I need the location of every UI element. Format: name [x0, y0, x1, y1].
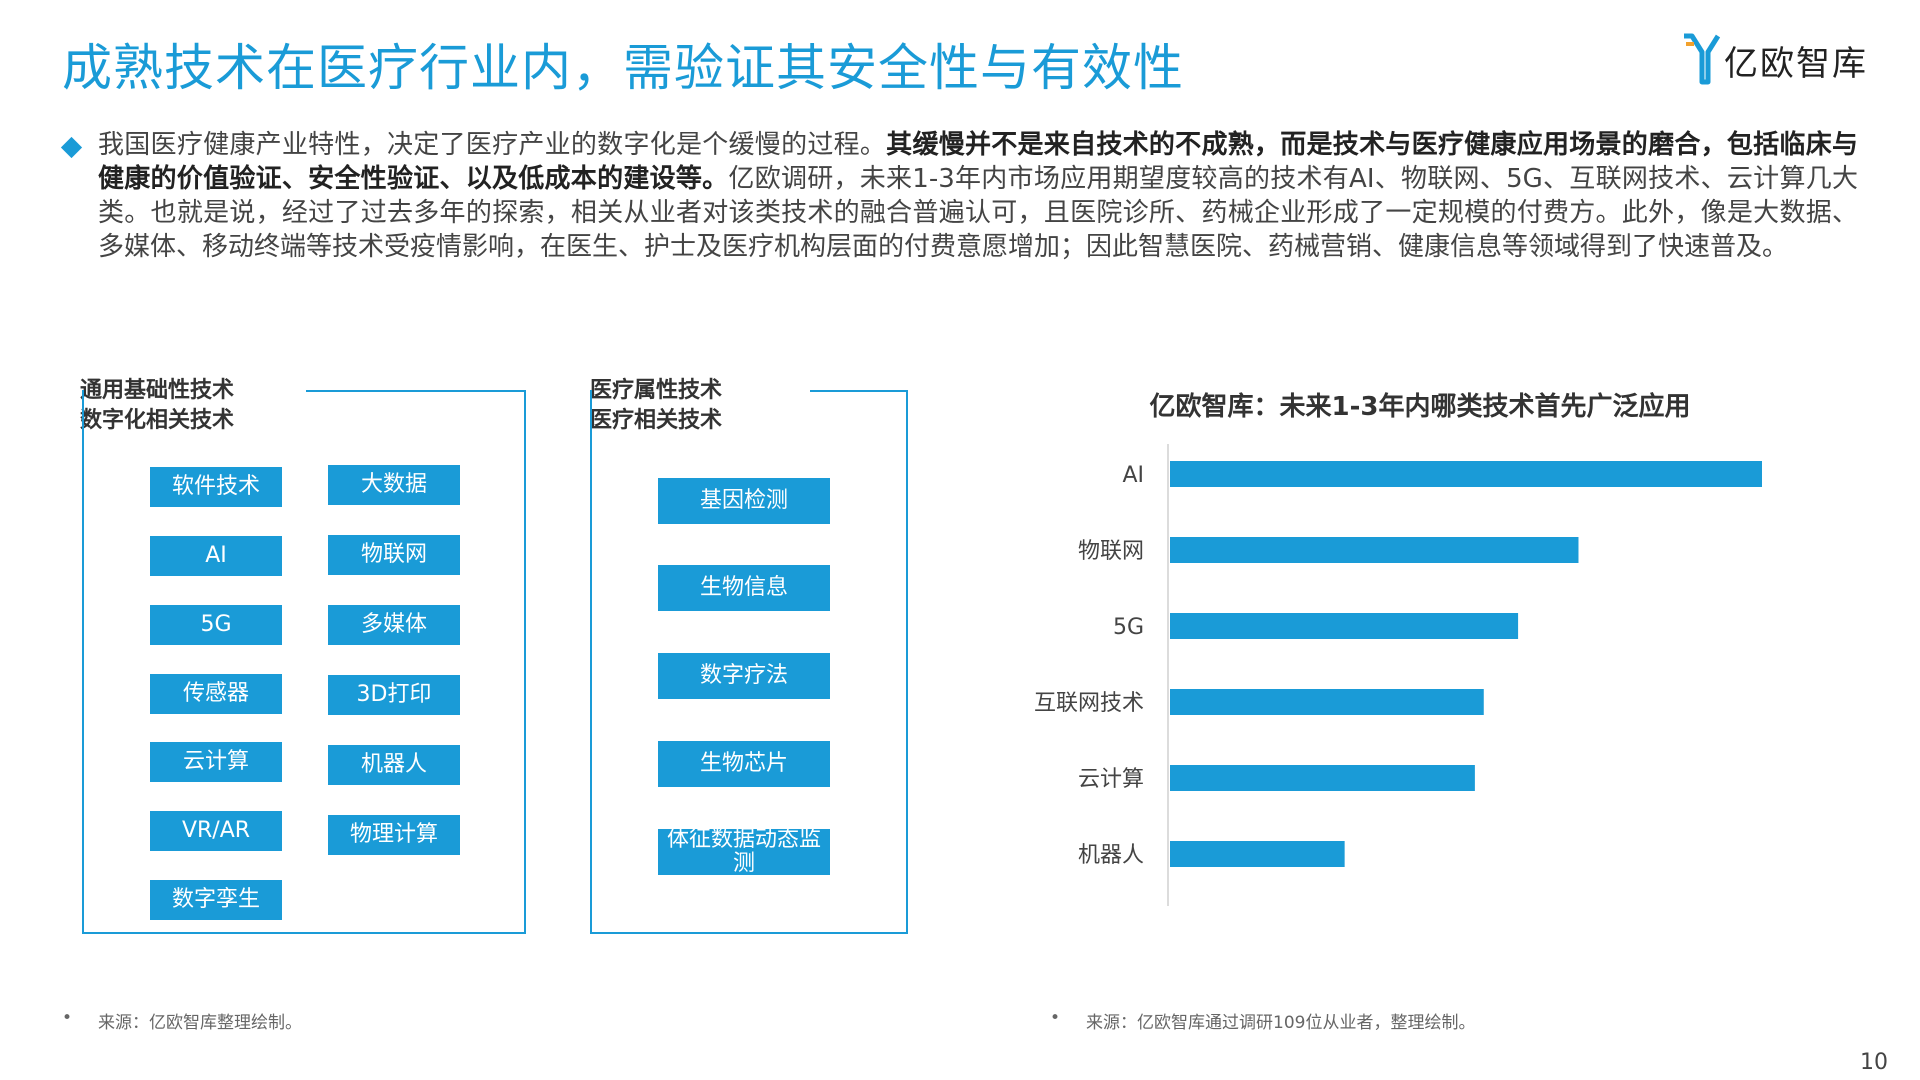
category-label: 5G — [1113, 615, 1144, 640]
medical-panel-heading: 医疗属性技术 医疗相关技术 — [590, 376, 722, 436]
brand-logo: 亿欧智库 — [1682, 30, 1892, 86]
intro-text-1: 我国医疗健康产业特性，决定了医疗产业的数字化是个缓慢的过程。 — [98, 130, 887, 160]
tag-vital-monitoring: 体征数据动态监测 — [658, 828, 830, 876]
tag-vr-ar: VR/AR — [150, 811, 282, 851]
source-left: • 来源：亿欧智库整理绘制。 — [62, 1008, 302, 1033]
page-number: 10 — [1860, 1050, 1888, 1075]
tag-ai: AI — [150, 536, 282, 576]
diamond-icon — [60, 136, 83, 159]
tag-big-data: 大数据 — [328, 465, 460, 505]
tag-software: 软件技术 — [150, 467, 282, 507]
general-panel-heading: 通用基础性技术 数字化相关技术 — [80, 376, 234, 436]
source-right: • 来源：亿欧智库通过调研109位从业者，整理绘制。 — [1050, 1008, 1476, 1033]
general-heading-line2: 数字化相关技术 — [80, 408, 235, 433]
panel-border-top — [306, 390, 526, 392]
category-label: AI — [1122, 463, 1144, 488]
tag-3d-print: 3D打印 — [328, 675, 460, 715]
bar — [1170, 461, 1762, 487]
tag-biochip: 生物芯片 — [658, 741, 830, 787]
tag-bioinformatics: 生物信息 — [658, 565, 830, 611]
bullet-icon: • — [1050, 1008, 1061, 1028]
chart-title: 亿欧智库：未来1-3年内哪类技术首先广泛应用 — [1149, 392, 1691, 422]
tag-robot: 机器人 — [328, 745, 460, 785]
yiou-logo-icon — [1684, 33, 1721, 85]
tag-iot: 物联网 — [328, 535, 460, 575]
page-title: 成熟技术在医疗行业内，需验证其安全性与有效性 — [62, 39, 1184, 97]
logo-text: 亿欧智库 — [1724, 44, 1868, 84]
bar — [1170, 841, 1345, 867]
general-tech-panel — [82, 390, 526, 934]
category-label: 云计算 — [1078, 767, 1144, 792]
source-right-text: 来源：亿欧智库通过调研109位从业者，整理绘制。 — [1086, 1013, 1476, 1033]
tag-5g: 5G — [150, 605, 282, 645]
tag-cloud: 云计算 — [150, 742, 282, 782]
tag-digital-twin: 数字孪生 — [150, 880, 282, 920]
bullet-icon: • — [62, 1008, 73, 1028]
intro-paragraph: 我国医疗健康产业特性，决定了医疗产业的数字化是个缓慢的过程。其缓慢并不是来自技术… — [98, 128, 1858, 264]
category-label: 机器人 — [1078, 843, 1144, 868]
tag-multimedia: 多媒体 — [328, 605, 460, 645]
category-label: 物联网 — [1078, 539, 1144, 564]
panel-border-top — [810, 390, 908, 392]
bar — [1170, 537, 1579, 563]
intro-text-bold: 其缓慢并不是来自技术的不成熟，而是技术与医疗健康应用场景的磨合，包括临床与健康的… — [98, 130, 1858, 194]
general-heading-line1: 通用基础性技术 — [80, 378, 235, 403]
category-label: 互联网技术 — [1034, 691, 1144, 716]
medical-heading-line1: 医疗属性技术 — [590, 378, 723, 403]
tag-physical-computing: 物理计算 — [328, 815, 460, 855]
medical-tech-panel — [590, 390, 908, 934]
tag-sensor: 传感器 — [150, 674, 282, 714]
intro-text-3: 亿欧调研，未来1-3年内市场应用期望度较高的技术有AI、物联网、5G、互联网技术… — [98, 164, 1858, 262]
source-left-text: 来源：亿欧智库整理绘制。 — [98, 1013, 302, 1033]
tag-digital-therapy: 数字疗法 — [658, 653, 830, 699]
bar — [1170, 613, 1519, 639]
tag-gene-testing: 基因检测 — [658, 478, 830, 524]
bar — [1170, 689, 1484, 715]
bar — [1170, 765, 1475, 791]
medical-heading-line2: 医疗相关技术 — [590, 408, 723, 433]
